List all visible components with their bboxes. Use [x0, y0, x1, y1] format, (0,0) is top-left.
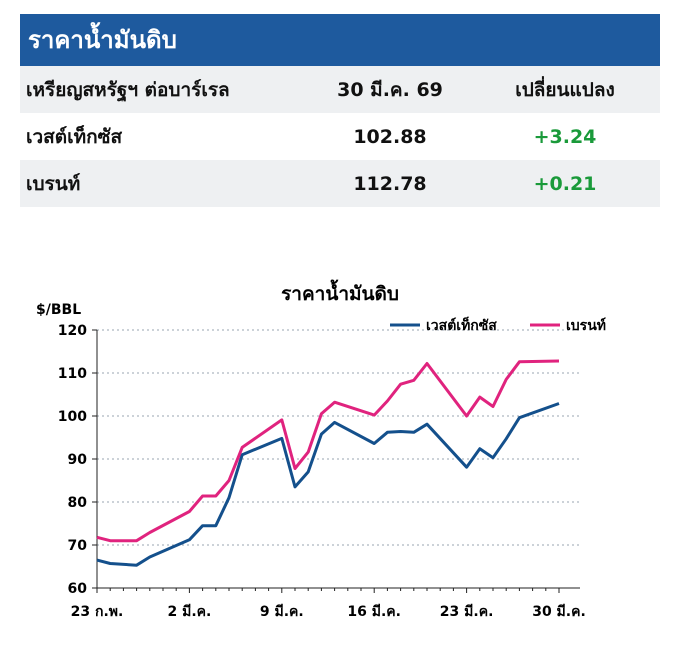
legend-label: เวสต์เท็กซัส [426, 316, 497, 334]
x-tick-label: 2 มี.ค. [167, 604, 211, 620]
header-unit: เหรียญสหรัฐฯ ต่อบาร์เรล [26, 78, 230, 101]
price-table: ราคาน้ำมันดิบ เหรียญสหรัฐฯ ต่อบาร์เรล 30… [20, 14, 660, 207]
x-tick-label: 23 ก.พ. [71, 604, 124, 620]
row-name: เบรนท์ [26, 172, 81, 195]
x-tick-label: 9 มี.ค. [260, 604, 304, 620]
y-tick-label: 90 [68, 452, 88, 468]
table-row-wti: เวสต์เท็กซัส 102.88 +3.24 [20, 113, 660, 160]
row-change: +0.21 [533, 172, 597, 195]
chart-title: ราคาน้ำมันดิบ [281, 279, 399, 305]
y-tick-label: 110 [58, 366, 87, 382]
x-tick-label: 16 มี.ค. [347, 604, 401, 620]
header-change: เปลี่ยนแปลง [515, 78, 615, 101]
y-tick-label: 120 [58, 323, 87, 339]
y-axis-label: $/BBL [36, 302, 81, 318]
y-tick-labels: 60 70 80 90 100 110 120 [58, 323, 97, 597]
series-line [96, 359, 560, 543]
x-tick-label: 30 มี.ค. [532, 604, 586, 620]
table-row-brent: เบรนท์ 112.78 +0.21 [20, 160, 660, 207]
legend-label: เบรนท์ [566, 317, 606, 334]
y-tick-label: 60 [68, 581, 88, 597]
legend: เวสต์เท็กซัส เบรนท์ [390, 316, 606, 334]
table-header-row: เหรียญสหรัฐฯ ต่อบาร์เรล 30 มี.ค. 69 เปลี… [20, 66, 660, 113]
x-tick-label: 23 มี.ค. [440, 604, 494, 620]
series-lines [96, 359, 560, 567]
y-tick-label: 80 [68, 495, 88, 511]
row-price: 112.78 [353, 172, 427, 195]
table-title: ราคาน้ำมันดิบ [20, 14, 660, 66]
series-line [96, 402, 560, 567]
row-change: +3.24 [533, 125, 597, 148]
y-tick-label: 70 [68, 538, 88, 554]
oil-price-chart: ราคาน้ำมันดิบ $/BBL 60 70 80 90 100 110 120 23… [0, 270, 680, 668]
x-tick-labels: 23 ก.พ. 2 มี.ค. 9 มี.ค. 16 มี.ค. 23 มี.ค. 30 … [71, 588, 586, 620]
row-name: เวสต์เท็กซัส [26, 125, 123, 148]
row-price: 102.88 [353, 125, 427, 148]
y-tick-label: 100 [58, 409, 87, 425]
header-date: 30 มี.ค. 69 [337, 78, 443, 101]
